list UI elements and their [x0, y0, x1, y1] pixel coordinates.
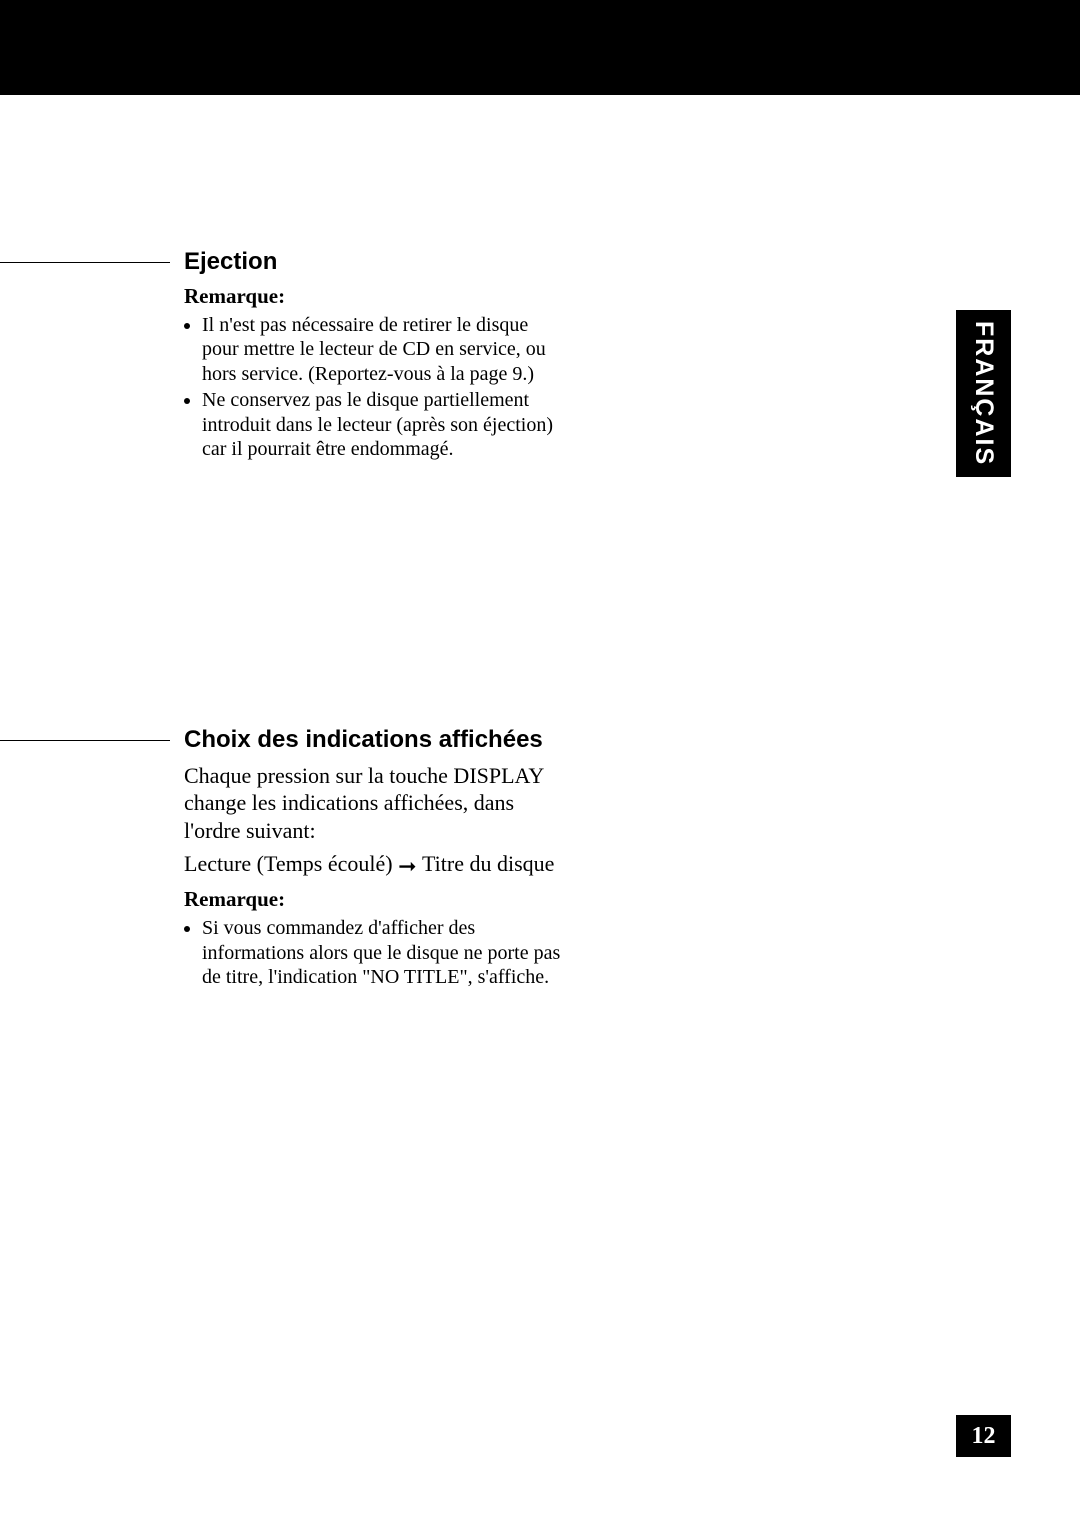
section-display: Choix des indications affichées Chaque p…: [124, 726, 564, 992]
intro-paragraph: Chaque pression sur la touche DISPLAY ch…: [184, 762, 564, 844]
heading-text: Choix des indications affichées: [184, 726, 543, 753]
page-number: 12: [972, 1423, 996, 1450]
language-tab: FRANÇAIS: [956, 310, 1011, 477]
note-bullets: Il n'est pas nécessaire de retirer le di…: [184, 313, 564, 461]
section-ejection: Ejection Remarque: Il n'est pas nécessai…: [124, 248, 564, 463]
list-item: Si vous commandez d'afficher des informa…: [202, 916, 564, 989]
section-heading: Ejection: [124, 248, 564, 276]
section-heading: Choix des indications affichées: [124, 726, 564, 754]
sequence-line: Lecture (Temps écoulé) ➞ Titre du disque: [184, 850, 564, 880]
sequence-right: Titre du disque: [422, 851, 554, 876]
language-tab-label: FRANÇAIS: [969, 321, 998, 466]
heading-rule: [0, 262, 170, 263]
note-bullets: Si vous commandez d'afficher des informa…: [184, 916, 564, 989]
page-number-badge: 12: [956, 1415, 1011, 1457]
note-label: Remarque:: [184, 284, 564, 309]
heading-rule: [0, 740, 170, 741]
arrow-right-icon: ➞: [398, 853, 422, 878]
note-label: Remarque:: [184, 887, 564, 912]
heading-text: Ejection: [184, 248, 277, 275]
top-bar: [0, 0, 1080, 95]
sequence-left: Lecture (Temps écoulé): [184, 851, 393, 876]
list-item: Ne conservez pas le disque partiellement…: [202, 388, 564, 461]
list-item: Il n'est pas nécessaire de retirer le di…: [202, 313, 564, 386]
